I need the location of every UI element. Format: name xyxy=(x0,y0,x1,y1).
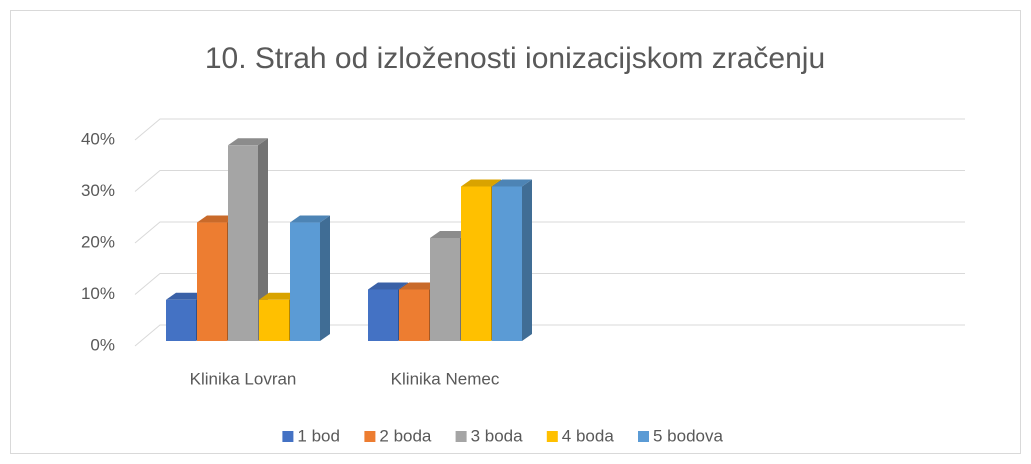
legend-swatch xyxy=(282,431,294,442)
bar-top xyxy=(430,231,470,238)
legend-label: 2 boda xyxy=(379,426,432,445)
legend-label: 3 boda xyxy=(471,426,524,445)
x-tick-label: Klinika Nemec xyxy=(391,369,500,388)
bar-top xyxy=(399,282,439,290)
grid-line xyxy=(134,221,965,244)
bar-front xyxy=(259,299,289,341)
grid-line xyxy=(134,170,965,192)
y-tick-label: 20% xyxy=(81,232,115,251)
bar-top xyxy=(259,292,299,300)
bar xyxy=(290,215,330,341)
y-tick-label: 0% xyxy=(90,335,115,354)
bar-front xyxy=(461,186,491,341)
bar-front xyxy=(290,222,320,341)
y-tick-label: 10% xyxy=(81,284,115,303)
bar-front xyxy=(368,289,398,341)
grid-line xyxy=(134,324,965,347)
bar-side xyxy=(522,179,532,341)
bar-front xyxy=(399,289,429,341)
bar-front xyxy=(197,222,227,341)
bar-side xyxy=(320,215,330,341)
bar-front xyxy=(430,238,460,341)
bar-top xyxy=(368,282,408,290)
bar xyxy=(228,138,268,341)
x-tick-label: Klinika Lovran xyxy=(190,369,297,388)
chart-title: 10. Strah od izloženosti ionizacijskom z… xyxy=(205,42,825,75)
bar-front xyxy=(228,145,258,341)
bar-top xyxy=(461,179,501,187)
bar-top xyxy=(290,215,330,223)
grid-line xyxy=(134,273,965,295)
legend-label: 1 bod xyxy=(297,426,340,445)
y-tick-label: 40% xyxy=(81,129,115,148)
bar-top xyxy=(492,179,532,187)
bar-top xyxy=(228,138,268,146)
legend-swatch xyxy=(546,431,558,442)
bar-front xyxy=(166,299,196,341)
legend-swatch xyxy=(455,431,467,442)
bar xyxy=(492,179,532,341)
bar-top xyxy=(166,292,206,300)
legend-swatch xyxy=(364,431,376,442)
bar-side xyxy=(258,138,268,341)
y-tick-label: 30% xyxy=(81,181,115,200)
bar-top xyxy=(197,215,237,223)
legend-swatch xyxy=(638,431,649,442)
legend-label: 4 boda xyxy=(562,426,615,445)
legend-label: 5 bodova xyxy=(653,426,723,445)
bar-front xyxy=(492,186,522,341)
grid-line xyxy=(134,118,965,141)
